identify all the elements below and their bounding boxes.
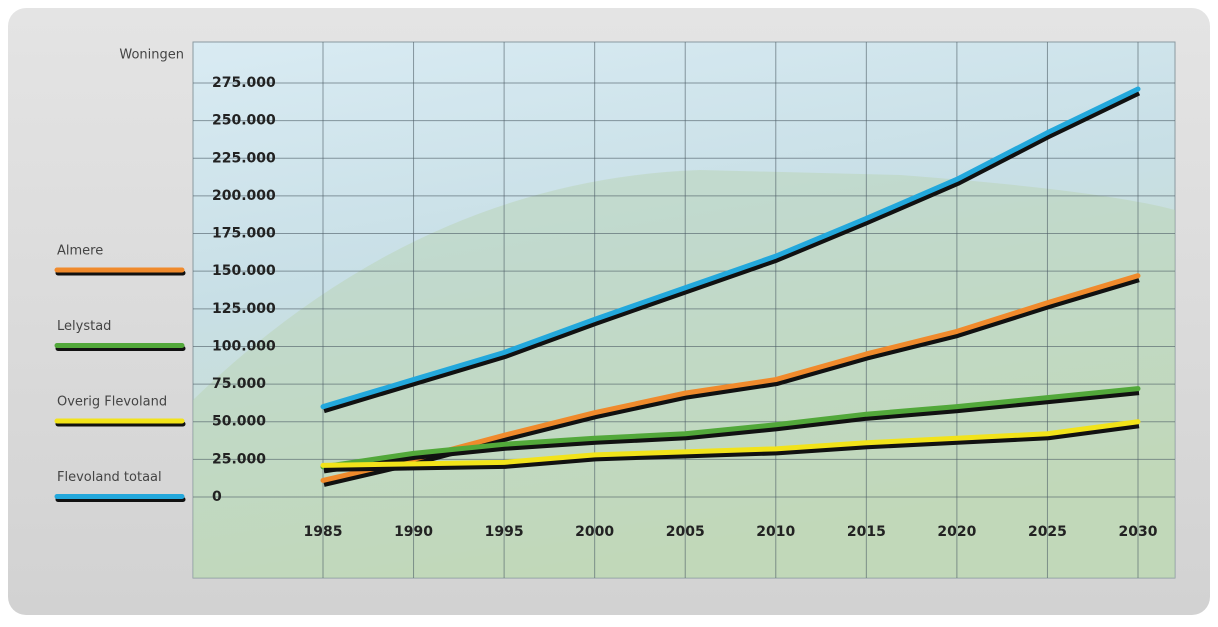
- x-tick-label: 2020: [937, 524, 976, 540]
- x-tick-label: 1985: [304, 524, 343, 540]
- x-tick-label: 2015: [847, 524, 886, 540]
- map-background: [193, 170, 1175, 578]
- line-shadow: [323, 90, 1141, 414]
- legend-label: Flevoland totaal: [57, 470, 162, 485]
- y-tick-label: 275.000: [212, 75, 276, 91]
- y-tick-label: 200.000: [212, 188, 276, 204]
- x-tick-label: 1990: [394, 524, 433, 540]
- line: [320, 386, 1141, 470]
- x-tick-label: 2030: [1119, 524, 1158, 540]
- y-tick-label: 150.000: [212, 263, 276, 279]
- legend-label: Almere: [57, 244, 103, 259]
- line: [320, 419, 1141, 468]
- y-tick-label: 175.000: [212, 226, 276, 242]
- x-tick-label: 2000: [575, 524, 614, 540]
- y-tick-label: 0: [212, 489, 222, 505]
- line: [320, 86, 1141, 410]
- y-tick-label: 125.000: [212, 301, 276, 317]
- y-tick-label: 100.000: [212, 338, 276, 354]
- x-tick-label: 1995: [485, 524, 524, 540]
- y-tick-label: 225.000: [212, 150, 276, 166]
- y-tick-label: 50.000: [212, 414, 266, 430]
- line-shadow: [323, 390, 1140, 474]
- legend-label: Overig Flevoland: [57, 395, 167, 410]
- y-axis-label: Woningen: [119, 48, 184, 63]
- y-tick-label: 25.000: [212, 451, 266, 467]
- legend-label: Lelystad: [57, 319, 111, 334]
- x-tick-label: 2025: [1028, 524, 1067, 540]
- x-tick-label: 2010: [756, 524, 795, 540]
- line-shadow: [323, 423, 1140, 472]
- plot-area: [192, 41, 1176, 579]
- y-tick-label: 250.000: [212, 113, 276, 129]
- x-tick-label: 2005: [666, 524, 705, 540]
- y-tick-label: 75.000: [212, 376, 266, 392]
